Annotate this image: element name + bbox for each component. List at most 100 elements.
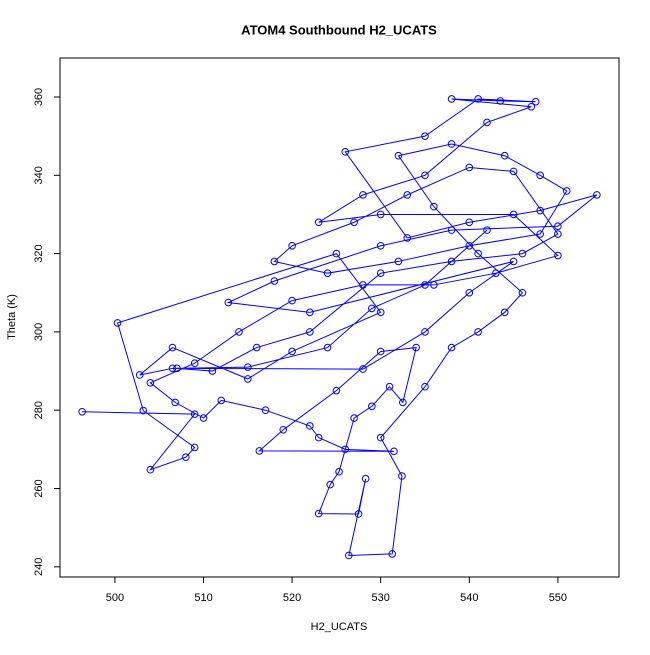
data-point bbox=[332, 249, 341, 258]
data-point bbox=[354, 510, 363, 518]
data-point bbox=[430, 202, 438, 211]
data-point bbox=[483, 226, 491, 234]
plot-area bbox=[78, 95, 601, 560]
data-point bbox=[190, 443, 199, 452]
data-point bbox=[474, 95, 482, 103]
data-point bbox=[279, 425, 288, 434]
plot-frame bbox=[59, 57, 620, 578]
data-point bbox=[447, 343, 456, 352]
data-point bbox=[496, 97, 505, 105]
data-point bbox=[359, 191, 367, 199]
data-point bbox=[113, 319, 122, 327]
data-point bbox=[314, 218, 323, 227]
data-point bbox=[288, 296, 296, 305]
x-tick-label: 530 bbox=[372, 592, 390, 604]
data-point bbox=[518, 288, 527, 297]
data-point bbox=[554, 230, 562, 238]
data-point bbox=[190, 410, 199, 418]
data-point bbox=[359, 281, 367, 289]
data-point bbox=[447, 140, 456, 148]
data-line bbox=[82, 98, 598, 556]
data-point bbox=[270, 277, 279, 285]
data-point bbox=[361, 474, 370, 483]
data-point bbox=[483, 118, 491, 127]
data-point bbox=[314, 433, 323, 442]
data-point bbox=[500, 151, 509, 160]
data-point bbox=[376, 308, 385, 317]
data-point bbox=[345, 551, 353, 560]
data-point bbox=[168, 343, 177, 352]
data-point bbox=[135, 371, 144, 379]
data-point bbox=[509, 167, 518, 176]
data-point bbox=[341, 148, 350, 156]
data-point bbox=[306, 308, 314, 317]
data-point bbox=[376, 347, 385, 356]
y-tick-label: 260 bbox=[33, 479, 45, 497]
data-point bbox=[288, 347, 296, 356]
data-point bbox=[509, 210, 518, 219]
data-point bbox=[465, 241, 474, 250]
data-point bbox=[255, 447, 264, 455]
data-point bbox=[323, 269, 332, 277]
data-point bbox=[518, 249, 527, 258]
data-point bbox=[554, 251, 562, 260]
data-point bbox=[368, 304, 376, 313]
data-point bbox=[78, 407, 86, 416]
data-point bbox=[244, 375, 252, 383]
chart-title: ATOM4 Southbound H2_UCATS bbox=[241, 22, 437, 37]
y-tick-label: 340 bbox=[33, 166, 45, 184]
y-tick-label: 240 bbox=[33, 558, 45, 576]
data-point bbox=[252, 343, 261, 352]
data-point bbox=[376, 241, 385, 250]
y-axis-label: Theta (K) bbox=[6, 294, 18, 340]
data-point bbox=[335, 467, 343, 476]
data-point bbox=[394, 151, 403, 160]
x-tick-label: 550 bbox=[549, 592, 567, 604]
data-point bbox=[536, 206, 544, 215]
data-point bbox=[593, 191, 601, 199]
data-point bbox=[217, 396, 226, 405]
y-tick-label: 280 bbox=[33, 401, 45, 419]
data-point bbox=[421, 382, 429, 391]
data-point bbox=[536, 230, 544, 238]
data-point bbox=[465, 288, 474, 297]
data-point bbox=[394, 257, 403, 266]
data-point bbox=[447, 257, 456, 266]
data-point bbox=[244, 363, 252, 371]
data-point bbox=[421, 171, 429, 180]
data-point bbox=[403, 191, 412, 199]
y-tick-label: 360 bbox=[33, 88, 45, 106]
data-point bbox=[388, 550, 397, 558]
data-point bbox=[199, 414, 208, 422]
data-point bbox=[376, 433, 385, 442]
data-point bbox=[341, 445, 350, 454]
data-point bbox=[306, 328, 314, 336]
data-point bbox=[500, 308, 509, 317]
x-tick-label: 510 bbox=[194, 592, 212, 604]
data-point bbox=[527, 102, 536, 111]
data-point bbox=[173, 364, 181, 373]
data-point bbox=[390, 447, 398, 456]
data-point bbox=[412, 343, 420, 352]
data-point bbox=[235, 328, 243, 336]
data-point bbox=[447, 95, 456, 103]
data-point bbox=[350, 218, 358, 227]
data-point bbox=[168, 364, 177, 373]
x-tick-label: 520 bbox=[283, 592, 301, 604]
data-point bbox=[465, 163, 474, 172]
data-point bbox=[562, 187, 571, 195]
data-point bbox=[146, 465, 155, 474]
data-point bbox=[323, 343, 332, 352]
data-point bbox=[190, 359, 199, 368]
data-point bbox=[368, 402, 376, 411]
data-point bbox=[146, 379, 155, 387]
data-point bbox=[398, 472, 406, 480]
x-tick-label: 540 bbox=[460, 592, 478, 604]
y-tick-label: 320 bbox=[33, 244, 45, 262]
data-point bbox=[385, 382, 394, 391]
data-point bbox=[224, 298, 233, 307]
x-tick-label: 500 bbox=[106, 592, 124, 604]
data-point bbox=[447, 226, 456, 234]
